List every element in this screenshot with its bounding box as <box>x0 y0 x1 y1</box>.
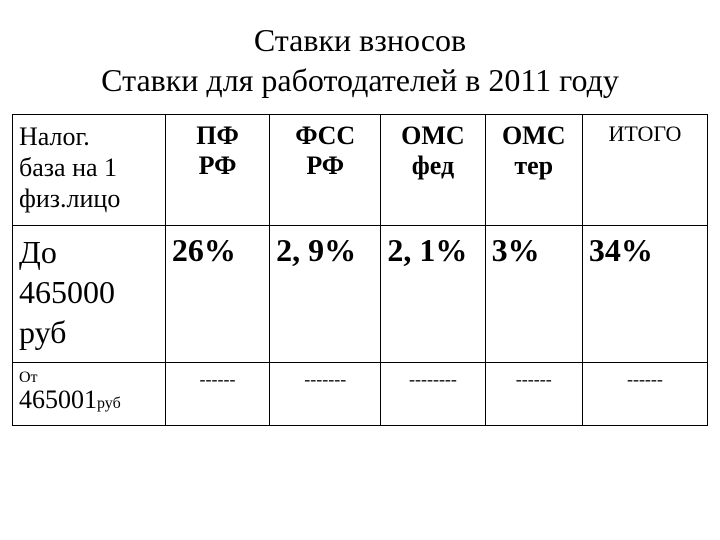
col-header-total: ИТОГО <box>582 115 707 226</box>
col-header-oms-ter: ОМС тер <box>485 115 582 226</box>
cell-total-dash: ------ <box>582 362 707 425</box>
col-header-text: физ.лицо <box>19 184 120 213</box>
cell-oms-ter-dash: ------ <box>485 362 582 425</box>
row-label-from: От 465001руб <box>13 362 166 425</box>
title-line-1: Ставки взносов <box>12 20 708 60</box>
table-row: До 465000 руб 26% 2, 9% 2, 1% 3% 34% <box>13 225 708 362</box>
col-header-text: Налог. <box>19 122 90 151</box>
col-header-text: РФ <box>306 151 344 180</box>
col-header-text: ОМС <box>502 121 566 150</box>
row-label-text: 465000 <box>19 274 115 310</box>
cell-oms-fed-value: 2, 1% <box>381 225 485 362</box>
row-label-text: руб <box>19 314 66 350</box>
col-header-text: ФСС <box>295 121 355 150</box>
cell-pf-value: 26% <box>165 225 269 362</box>
col-header-oms-fed: ОМС фед <box>381 115 485 226</box>
cell-fss-dash: ------- <box>270 362 381 425</box>
col-header-text: тер <box>514 151 553 180</box>
table-header-row: Налог. база на 1 физ.лицо ПФ РФ ФСС РФ О… <box>13 115 708 226</box>
col-header-text: фед <box>412 151 454 180</box>
row-label-upto: До 465000 руб <box>13 225 166 362</box>
table-row: От 465001руб ------ ------- -------- ---… <box>13 362 708 425</box>
cell-oms-ter-value: 3% <box>485 225 582 362</box>
row-label-text: До <box>19 234 57 270</box>
title-line-2: Ставки для работодателей в 2011 году <box>12 60 708 100</box>
col-header-text: ИТОГО <box>608 121 681 146</box>
col-header-text: база на 1 <box>19 153 117 182</box>
col-header-text: ОМС <box>401 121 465 150</box>
row-label-prefix: От <box>19 369 159 387</box>
col-header-text: РФ <box>199 151 237 180</box>
cell-total-value: 34% <box>582 225 707 362</box>
cell-fss-value: 2, 9% <box>270 225 381 362</box>
page-title: Ставки взносов Ставки для работодателей … <box>12 20 708 100</box>
cell-pf-dash: ------ <box>165 362 269 425</box>
col-header-fss: ФСС РФ <box>270 115 381 226</box>
col-header-text: ПФ <box>196 121 239 150</box>
row-label-amount: 465001 <box>19 385 97 414</box>
rates-table: Налог. база на 1 физ.лицо ПФ РФ ФСС РФ О… <box>12 114 708 426</box>
row-label-unit: руб <box>97 395 121 412</box>
col-header-pf: ПФ РФ <box>165 115 269 226</box>
col-header-tax-base: Налог. база на 1 физ.лицо <box>13 115 166 226</box>
cell-oms-fed-dash: -------- <box>381 362 485 425</box>
